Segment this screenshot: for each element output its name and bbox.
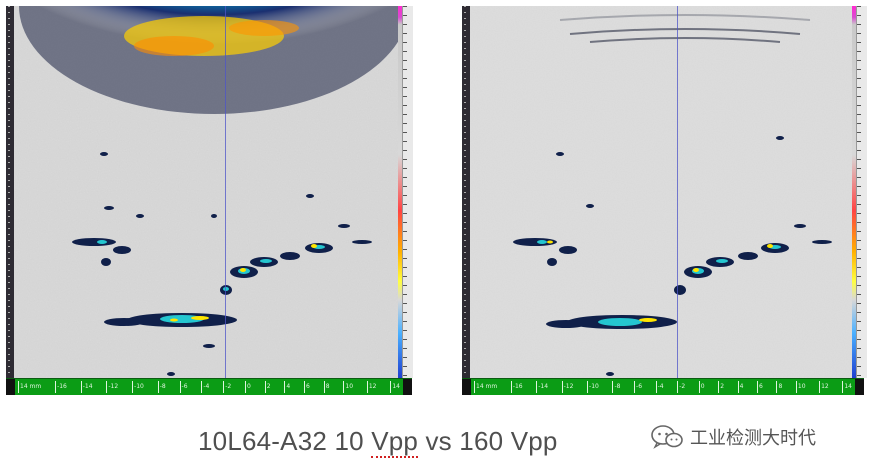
axis-label: 10 [343, 381, 353, 393]
axis-label: 2 [264, 381, 271, 393]
axis-label: -6 [179, 381, 188, 393]
axis-label: 4 [284, 381, 290, 393]
wechat-icon [651, 425, 683, 449]
sector-scan-image [470, 6, 852, 378]
axis-label: -14 [80, 381, 93, 393]
scan-image-10vpp [14, 6, 398, 378]
axis-label: 2 [718, 381, 724, 393]
axis-label: 12 [366, 381, 377, 393]
axis-label: 14 mm [474, 381, 497, 393]
amplitude-ruler [402, 6, 413, 378]
axis-label: -2 [677, 381, 685, 393]
axis-label: 0 [245, 381, 251, 393]
axis-label: 14 mm [18, 381, 41, 393]
axis-corner-left [462, 379, 471, 395]
wechat-watermark: 工业检测大时代 [650, 424, 816, 450]
axis-label: -16 [510, 381, 523, 393]
axis-label: -8 [157, 381, 166, 393]
caption-suffix: vs 160 Vpp [418, 426, 558, 456]
axis-label: 14 [842, 381, 852, 393]
comparison-caption: 10L64-A32 10 Vpp vs 160 Vpp [198, 426, 558, 458]
axis-scale: 14 mm -16 -14 -12 -10 -8 -6 -4 -2 0 2 4 … [474, 381, 852, 393]
scan-panel-160vpp: 14 mm -16 -14 -12 -10 -8 -6 -4 -2 0 2 4 … [462, 6, 867, 395]
axis-label: -10 [132, 381, 144, 393]
axis-label: 12 [819, 381, 829, 393]
axis-label: -12 [561, 381, 573, 393]
index-axis: 14 mm -16 -14 -12 -10 -8 -6 -4 -2 0 2 4 … [6, 378, 412, 395]
axis-label: 8 [323, 381, 330, 393]
sector-scan-image [14, 6, 398, 378]
axis-label: -4 [655, 381, 664, 393]
caption-underlined-unit: Vpp [371, 426, 419, 458]
axis-label: -16 [55, 381, 67, 393]
depth-ruler [462, 6, 470, 378]
index-axis: 14 mm -16 -14 -12 -10 -8 -6 -4 -2 0 2 4 … [462, 378, 864, 395]
axis-label: -8 [612, 381, 620, 393]
axis-label: -10 [587, 381, 599, 393]
axis-label: -12 [106, 381, 118, 393]
axis-corner-left [6, 379, 15, 395]
reference-cursor[interactable] [225, 6, 226, 378]
axis-label: -4 [201, 381, 209, 393]
axis-label: 10 [795, 381, 806, 393]
axis-label: 0 [698, 381, 705, 393]
amplitude-ruler [856, 6, 867, 378]
axis-label: 6 [304, 381, 310, 393]
caption-prefix: 10L64-A32 10 [198, 426, 372, 456]
reference-cursor[interactable] [677, 6, 678, 378]
depth-ruler [6, 6, 14, 378]
axis-corner-right [403, 379, 412, 395]
axis-label: -14 [536, 381, 548, 393]
scan-panel-10vpp: 14 mm -16 -14 -12 -10 -8 -6 -4 -2 0 2 4 … [6, 6, 413, 395]
axis-label: 14 [390, 381, 400, 393]
axis-label: -6 [634, 381, 642, 393]
axis-label: 8 [776, 381, 782, 393]
scan-image-160vpp [470, 6, 852, 378]
axis-label: 4 [737, 381, 743, 393]
axis-label: 6 [757, 381, 763, 393]
axis-label: -2 [223, 381, 231, 393]
watermark-text: 工业检测大时代 [690, 428, 816, 448]
axis-corner-right [855, 379, 864, 395]
axis-scale: 14 mm -16 -14 -12 -10 -8 -6 -4 -2 0 2 4 … [18, 381, 400, 393]
